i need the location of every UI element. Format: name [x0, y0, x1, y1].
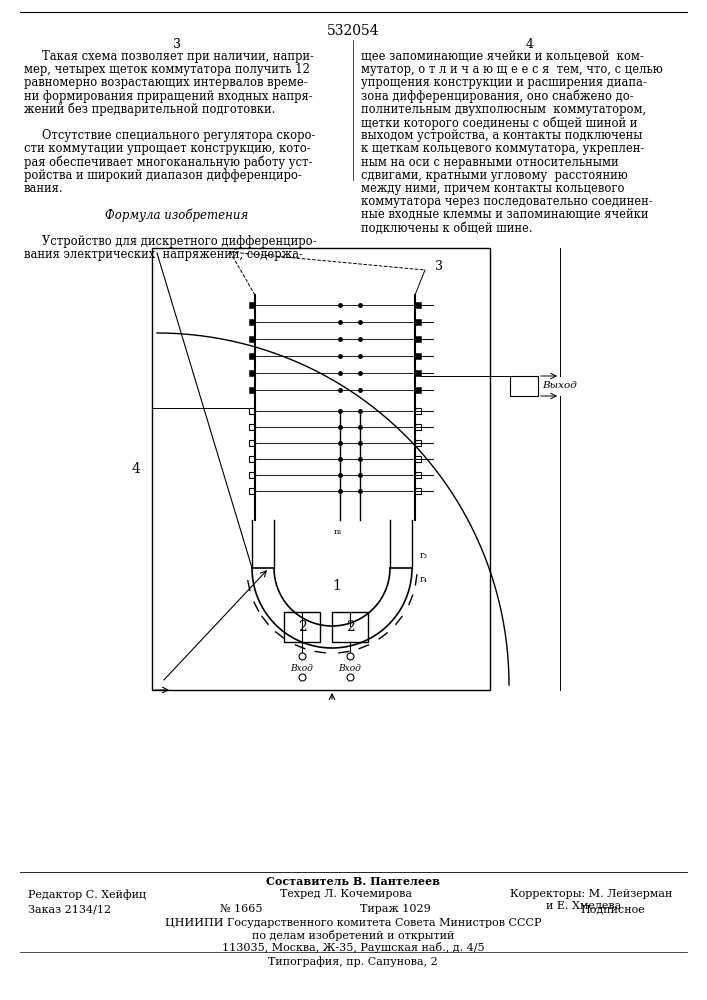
- Bar: [415, 456, 421, 462]
- Text: 1: 1: [332, 579, 341, 593]
- Text: между ними, причем контакты кольцевого: между ними, причем контакты кольцевого: [361, 182, 624, 195]
- Text: Тираж 1029: Тираж 1029: [360, 904, 431, 914]
- Text: r₃: r₃: [420, 552, 428, 560]
- Text: к щеткам кольцевого коммутатора, укреплен-: к щеткам кольцевого коммутатора, укрепле…: [361, 142, 644, 155]
- Bar: [415, 424, 421, 430]
- Text: Вход: Вход: [291, 664, 313, 673]
- Bar: [249, 370, 255, 376]
- Text: подключены к общей шине.: подключены к общей шине.: [361, 222, 532, 235]
- Text: Выход: Выход: [542, 381, 577, 390]
- Text: мутатор, о т л и ч а ю щ е е с я  тем, что, с целью: мутатор, о т л и ч а ю щ е е с я тем, чт…: [361, 63, 662, 76]
- Bar: [510, 376, 538, 396]
- Text: полнительным двухполюсным  коммутатором,: полнительным двухполюсным коммутатором,: [361, 103, 646, 116]
- Text: ЦНИИПИ Государственного комитета Совета Министров СССР: ЦНИИПИ Государственного комитета Совета …: [165, 918, 542, 928]
- Text: мер, четырех щеток коммутатора получить 12: мер, четырех щеток коммутатора получить …: [24, 63, 310, 76]
- Text: № 1665: № 1665: [220, 904, 262, 914]
- Text: ным на оси с неравными относительными: ным на оси с неравными относительными: [361, 156, 619, 169]
- Bar: [249, 424, 255, 430]
- Bar: [415, 336, 421, 342]
- Text: щее запоминающие ячейки и кольцевой  ком-: щее запоминающие ячейки и кольцевой ком-: [361, 50, 644, 63]
- Text: Составитель В. Пантелеев: Составитель В. Пантелеев: [266, 876, 440, 887]
- Text: равномерно возрастающих интервалов време-: равномерно возрастающих интервалов време…: [24, 76, 308, 89]
- Bar: [249, 440, 255, 446]
- Bar: [249, 353, 255, 359]
- Text: Формула изобретения: Формула изобретения: [105, 208, 249, 222]
- Text: жений без предварительной подготовки.: жений без предварительной подготовки.: [24, 103, 275, 116]
- Text: Такая схема позволяет при наличии, напри-: Такая схема позволяет при наличии, напри…: [42, 50, 314, 63]
- Text: вания электрических  напряжений, содержа-: вания электрических напряжений, содержа-: [24, 248, 303, 261]
- Text: 4: 4: [131, 462, 140, 476]
- Text: Заказ 2134/12: Заказ 2134/12: [28, 904, 111, 914]
- Text: рая обеспечивает многоканальную работу уст-: рая обеспечивает многоканальную работу у…: [24, 156, 312, 169]
- Text: выходом устройства, а контакты подключены: выходом устройства, а контакты подключен…: [361, 129, 643, 142]
- Text: Корректоры: М. Лейзерман: Корректоры: М. Лейзерман: [510, 889, 672, 899]
- Text: по делам изобретений и открытий: по делам изобретений и открытий: [252, 930, 454, 941]
- Text: 4: 4: [526, 38, 534, 51]
- Bar: [249, 336, 255, 342]
- Text: ройства и широкий диапазон дифференциро-: ройства и широкий диапазон дифференциро-: [24, 169, 302, 182]
- Text: n₁: n₁: [334, 528, 342, 536]
- Bar: [415, 387, 421, 393]
- Bar: [332, 612, 368, 642]
- Bar: [249, 488, 255, 494]
- Text: зона дифференцирования, оно снабжено до-: зона дифференцирования, оно снабжено до-: [361, 90, 633, 103]
- Text: Вход: Вход: [339, 664, 361, 673]
- Text: упрощения конструкции и расширения диапа-: упрощения конструкции и расширения диапа…: [361, 76, 647, 89]
- Bar: [415, 472, 421, 478]
- Text: щетки которого соединены с общей шиной и: щетки которого соединены с общей шиной и: [361, 116, 638, 129]
- Bar: [415, 302, 421, 308]
- Bar: [249, 302, 255, 308]
- Bar: [249, 456, 255, 462]
- Text: 2: 2: [346, 620, 354, 634]
- Text: Типография, пр. Сапунова, 2: Типография, пр. Сапунова, 2: [268, 956, 438, 967]
- Bar: [415, 370, 421, 376]
- Text: ные входные клеммы и запоминающие ячейки: ные входные клеммы и запоминающие ячейки: [361, 208, 648, 221]
- Text: сдвигами, кратными угловому  расстоянию: сдвигами, кратными угловому расстоянию: [361, 169, 628, 182]
- Text: сти коммутации упрощает конструкцию, кото-: сти коммутации упрощает конструкцию, кот…: [24, 142, 310, 155]
- Bar: [152, 248, 490, 690]
- Text: 532054: 532054: [327, 24, 380, 38]
- Text: Устройство для дискретного дифференциро-: Устройство для дискретного дифференциро-: [42, 235, 317, 248]
- Bar: [284, 612, 320, 642]
- Text: 113035, Москва, Ж-35, Раушская наб., д. 4/5: 113035, Москва, Ж-35, Раушская наб., д. …: [222, 942, 484, 953]
- Text: и Е. Хмелева: и Е. Хмелева: [546, 901, 621, 911]
- Bar: [249, 319, 255, 325]
- Text: коммутатора через последовательно соединен-: коммутатора через последовательно соедин…: [361, 195, 653, 208]
- Text: 2: 2: [298, 620, 306, 634]
- Bar: [415, 440, 421, 446]
- Bar: [415, 353, 421, 359]
- Text: ни формирования приращений входных напря-: ни формирования приращений входных напря…: [24, 90, 312, 103]
- Bar: [249, 408, 255, 414]
- Bar: [249, 387, 255, 393]
- Text: Редактор С. Хейфиц: Редактор С. Хейфиц: [28, 889, 146, 900]
- Text: 3: 3: [173, 38, 181, 51]
- Text: вания.: вания.: [24, 182, 64, 195]
- Bar: [415, 319, 421, 325]
- Bar: [415, 488, 421, 494]
- Text: r₄: r₄: [420, 576, 428, 584]
- Text: Техред Л. Кочемирова: Техред Л. Кочемирова: [280, 889, 412, 899]
- Text: 3: 3: [435, 260, 443, 273]
- Bar: [249, 472, 255, 478]
- Text: Подписное: Подписное: [580, 904, 645, 914]
- Bar: [415, 408, 421, 414]
- Text: Отсутствие специального регулятора скоро-: Отсутствие специального регулятора скоро…: [42, 129, 315, 142]
